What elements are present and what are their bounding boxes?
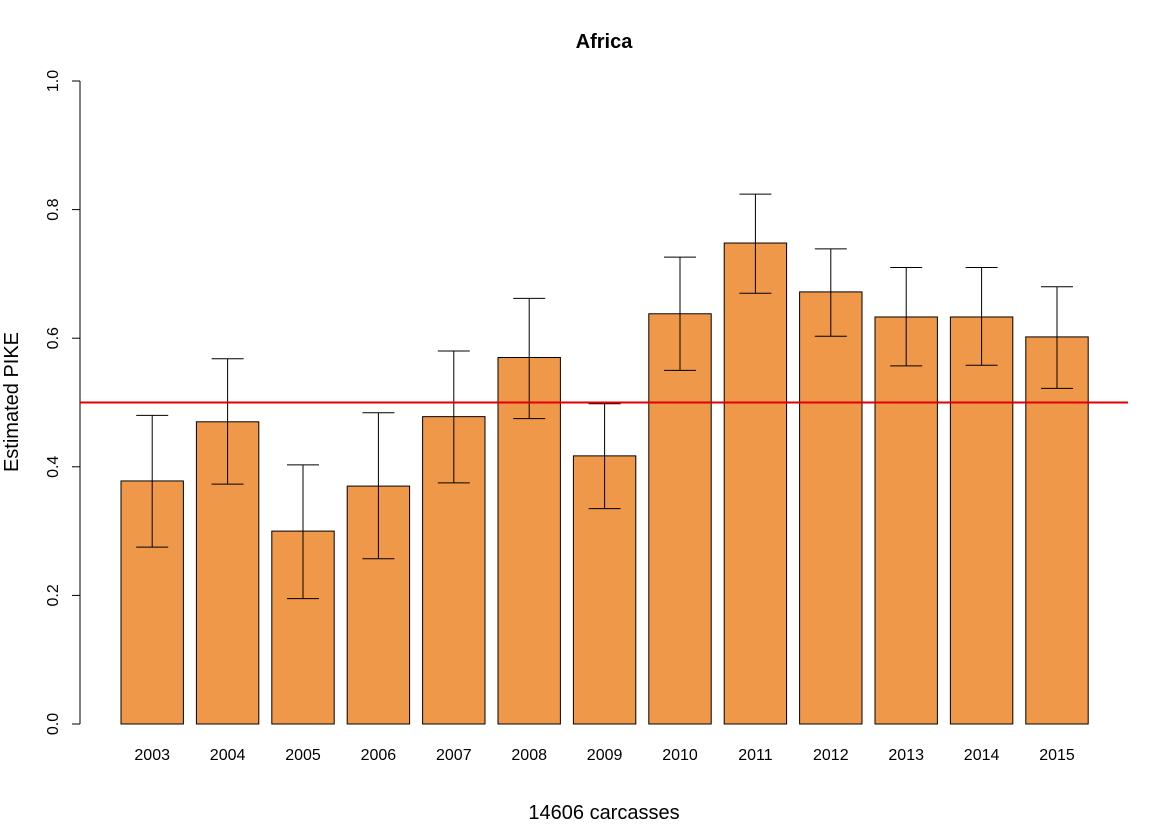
error-bars-group: [136, 193, 1073, 600]
category-label: 2012: [813, 747, 849, 764]
bar: [949, 316, 1014, 725]
y-tick-label: 0.4: [45, 456, 62, 478]
category-label: 2011: [738, 747, 773, 764]
y-tick-label: 0.6: [45, 327, 62, 349]
bar: [799, 291, 863, 725]
chart-title: Africa: [576, 31, 634, 53]
category-labels-group: 2003 2004 2005 2006 2007 2008 2009 2010 2011 2012…: [134, 747, 1074, 764]
category-label: 2009: [587, 747, 623, 764]
y-tick-label: 1.0: [45, 70, 62, 92]
category-label: 2010: [662, 747, 698, 764]
bar: [572, 455, 637, 725]
category-label: 2013: [888, 747, 924, 764]
category-label: 2015: [1039, 747, 1075, 764]
category-label: 2003: [134, 747, 170, 764]
bar: [648, 313, 712, 725]
bar: [1025, 336, 1089, 725]
y-axis-label: Estimated PIKE: [1, 332, 23, 472]
y-axis: 0.0 0.2 0.4 0.6 0.8 1.0: [45, 70, 81, 735]
category-label: 2008: [511, 747, 547, 764]
y-tick-label: 0.0: [45, 713, 62, 735]
category-label: 2005: [285, 747, 321, 764]
bar: [723, 242, 788, 725]
category-label: 2004: [210, 747, 246, 764]
bar: [874, 316, 938, 725]
category-label: 2006: [361, 747, 397, 764]
category-label: 2007: [436, 747, 472, 764]
y-tick-label: 0.2: [45, 584, 62, 606]
y-tick-label: 0.8: [45, 198, 62, 220]
category-label: 2014: [964, 747, 1000, 764]
x-axis-label: 14606 carcasses: [528, 802, 679, 824]
